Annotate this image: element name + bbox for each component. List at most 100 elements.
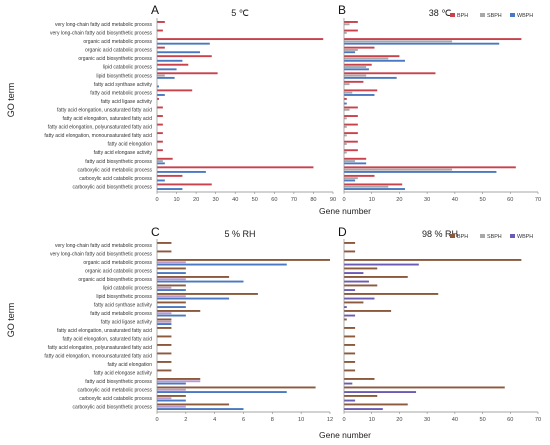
term-label: organic acid catabolic process [85, 268, 152, 274]
bar-bph [157, 318, 172, 321]
bar-sbph [344, 151, 347, 154]
bar-wbph [157, 42, 210, 45]
panel-letter: B [338, 3, 346, 17]
term-label: carboxylic acid metabolic process [78, 387, 153, 393]
bar-wbph [344, 51, 356, 54]
bar-bph [344, 174, 375, 177]
bar-bph [344, 106, 358, 109]
bar-sbph [157, 74, 165, 77]
x-tick-label: 40 [452, 417, 458, 423]
x-tick-label: 8 [271, 417, 274, 423]
term-label: fatty acid elongation, monounsaturated f… [44, 133, 152, 139]
bar-bph [157, 38, 324, 41]
bar-bph [157, 21, 165, 23]
term-label: fatty acid biosynthetic process [85, 159, 152, 165]
x-tick-label: 70 [535, 417, 541, 423]
term-label: fatty acid synthase activity [94, 82, 153, 88]
bar-bph [344, 80, 364, 83]
bar-bph [157, 369, 172, 372]
bar-bph [344, 21, 358, 23]
bar-wbph [157, 408, 244, 410]
panel-a: A 5 ℃ very long-chain fatty acid metabolic… [44, 3, 336, 203]
bar-wbph [344, 306, 347, 308]
bar-bph [344, 29, 358, 32]
bar-bph [157, 293, 258, 295]
term-label: carboxylic acid metabolic process [78, 167, 153, 173]
bar-bph [344, 386, 505, 389]
bar-bph [344, 369, 356, 372]
legend-label-sbph: SBPH [487, 234, 502, 240]
bar-wbph [157, 188, 183, 190]
bar-bph [344, 132, 358, 135]
term-label: fatty acid elongase activity [94, 370, 153, 376]
panel-c: C 5 % RH very long-chain fatty acid metabo… [44, 225, 333, 423]
term-label: very long-chain fatty acid metabolic pro… [55, 22, 152, 28]
bar-bph [157, 276, 230, 278]
bar-sbph [157, 286, 172, 289]
bar-bph [344, 38, 522, 41]
bar-bph [157, 132, 163, 135]
term-label: fatty acid elongation, polyunsaturated f… [48, 125, 152, 131]
bar-wbph [157, 323, 172, 325]
bar-sbph [344, 168, 453, 171]
term-label: very long-chain fatty acid biosynthetic … [50, 251, 152, 257]
term-label: lipid catabolic process [103, 65, 152, 71]
x-tick-label: 0 [155, 417, 158, 423]
bar-sbph [344, 40, 453, 43]
bar-wbph [344, 314, 356, 317]
term-label: fatty acid elongation, unsaturated fatty… [57, 328, 152, 334]
bar-bph [344, 97, 347, 100]
x-tick-label: 4 [213, 417, 216, 423]
bar-bph [157, 123, 163, 126]
bar-sbph [344, 57, 389, 60]
term-label: fatty acid elongation, unsaturated fatty… [57, 107, 152, 113]
bar-sbph [157, 278, 186, 281]
legend-swatch-sbph [480, 13, 485, 17]
bar-sbph [344, 125, 347, 128]
term-label: fatty acid elongation, polyunsaturated f… [48, 345, 152, 351]
bar-sbph [157, 320, 172, 323]
bar-bph [344, 259, 522, 261]
bar-sbph [157, 160, 163, 163]
bar-bph [157, 97, 159, 100]
term-label: fatty acid elongation [108, 362, 153, 368]
bar-bph [344, 276, 408, 278]
x-tick-label: 0 [342, 197, 345, 203]
bar-bph [157, 166, 314, 169]
bar-bph [157, 174, 183, 177]
bar-sbph [344, 31, 347, 34]
bar-bph [344, 55, 400, 58]
bar-wbph [157, 263, 287, 266]
bar-sbph [157, 405, 186, 408]
bar-sbph [344, 134, 347, 137]
bar-sbph [344, 23, 350, 26]
legend-label-wbph: WBPH [517, 234, 533, 240]
bar-bph [157, 403, 230, 406]
bar-wbph [344, 94, 375, 96]
panel-title: 5 % RH [224, 229, 255, 239]
term-label: organic acid biosynthetic process [78, 277, 152, 283]
bar-bph [157, 301, 186, 304]
bar-wbph [344, 263, 419, 266]
legend-label-sbph: SBPH [487, 13, 502, 19]
bar-bph [157, 140, 163, 143]
bar-bph [344, 140, 358, 143]
bar-bph [344, 89, 378, 92]
bar-bph [344, 284, 378, 287]
bar-bph [157, 29, 163, 32]
bar-bph [344, 318, 347, 321]
bar-wbph [157, 289, 186, 291]
bar-bph [344, 242, 356, 244]
term-label: fatty acid elongation, saturated fatty a… [63, 336, 153, 342]
bar-wbph [344, 162, 367, 165]
bar-wbph [157, 68, 177, 71]
bar-bph [344, 301, 364, 304]
legend-label-bph: BPH [457, 13, 468, 19]
bar-bph [157, 310, 201, 312]
bar-sbph [157, 312, 172, 315]
bar-wbph [157, 272, 186, 274]
bar-bph [157, 55, 212, 58]
x-tick-label: 70 [535, 197, 541, 203]
term-label: fatty acid metabolic process [90, 90, 152, 96]
